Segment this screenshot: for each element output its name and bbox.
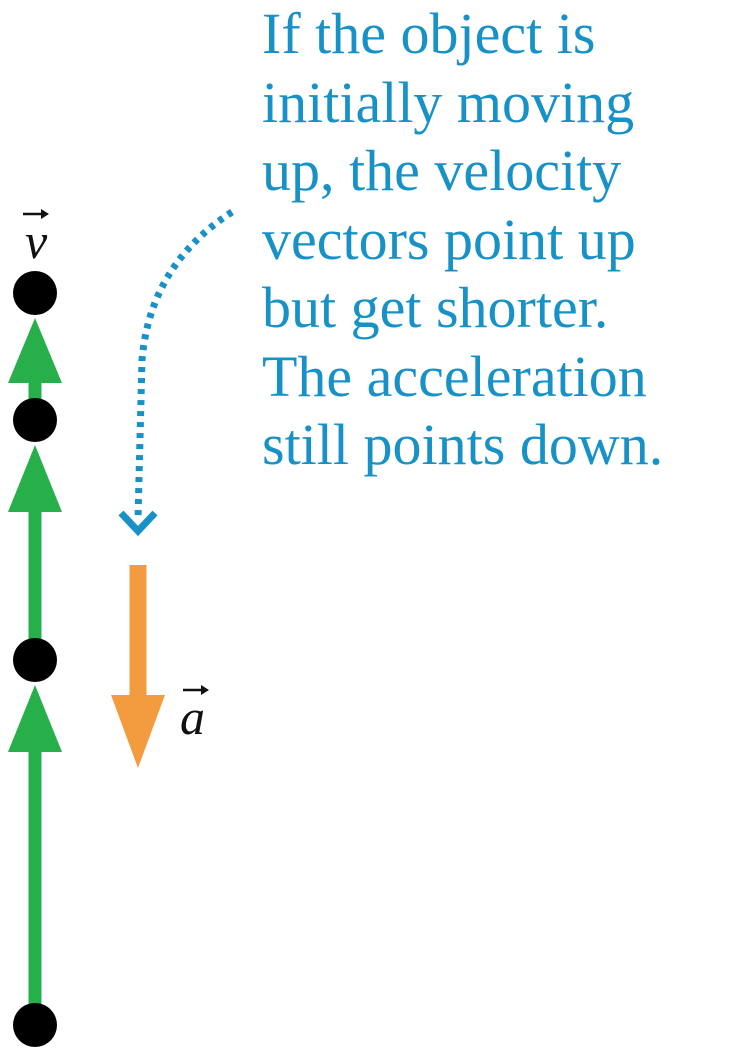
position-dot-4	[13, 271, 57, 315]
velocity-vector-1	[8, 685, 62, 1025]
annotation-line: still points down.	[262, 412, 664, 477]
annotation-line: up, the velocity	[262, 138, 622, 203]
acceleration-symbol: a	[180, 689, 205, 745]
vector-arrow-icon	[23, 209, 49, 219]
dotted-pointer-arrow	[118, 209, 234, 537]
velocity-symbol: v	[25, 213, 48, 269]
annotation-line: initially moving	[262, 69, 635, 135]
annotation-line: The acceleration	[262, 343, 647, 409]
position-dot-2	[13, 638, 57, 682]
velocity-vector-2	[8, 445, 62, 660]
annotation-text: If the object is initially moving up, th…	[262, 0, 755, 480]
position-dot-1	[13, 1003, 57, 1047]
annotation-line: but get shorter.	[262, 275, 609, 340]
acceleration-vector	[111, 565, 165, 768]
position-dot-3	[13, 398, 57, 442]
annotation-line: vectors point up	[262, 206, 636, 272]
position-dots	[13, 271, 57, 1047]
annotation-line: If the object is	[262, 1, 596, 66]
velocity-vectors	[8, 318, 62, 1025]
vector-arrow-icon	[183, 685, 209, 695]
